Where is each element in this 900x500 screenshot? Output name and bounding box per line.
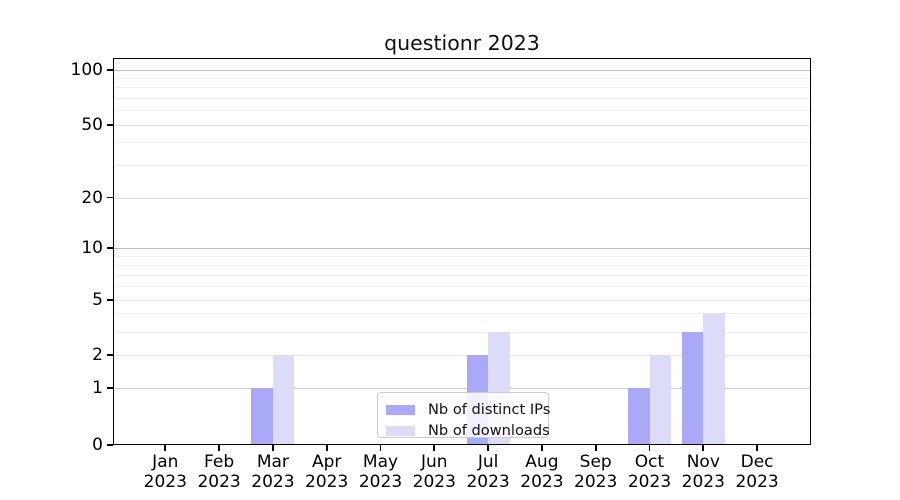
legend: Nb of distinct IPs Nb of downloads [377, 392, 550, 441]
legend-swatch [386, 425, 415, 436]
x-tick-label-jan: Jan 2023 [143, 452, 187, 492]
x-tick-mark [756, 445, 758, 451]
bar-mar-downloads [272, 355, 295, 445]
gridline-minor [113, 109, 811, 111]
y-tick-label-0: 0 [92, 435, 103, 455]
x-tick-mark [218, 445, 220, 451]
x-tick-mark [433, 445, 436, 451]
x-tick-mark [164, 445, 167, 451]
gridline-y2 [113, 355, 811, 357]
x-tick-mark [272, 445, 274, 451]
x-tick-mark [648, 445, 651, 451]
gridline-y1 [113, 388, 811, 390]
y-tick-label-10: 10 [81, 238, 103, 259]
x-tick-label-feb: Feb 2023 [197, 452, 241, 492]
x-tick-mark [487, 445, 489, 451]
legend-item-downloads: Nb of downloads [386, 420, 550, 441]
gridline-minor [113, 331, 811, 333]
bar-nov-downloads [703, 313, 725, 445]
x-tick-mark [594, 445, 597, 451]
gridline-y100 [113, 69, 811, 71]
gridline-minor [113, 286, 811, 288]
x-tick-label-mar: Mar 2023 [251, 452, 295, 492]
legend-label: Nb of downloads [428, 422, 550, 439]
x-tick-label-may: May 2023 [358, 452, 403, 492]
x-tick-mark [325, 445, 328, 451]
gridline-minor [113, 78, 811, 80]
x-tick-label-jul: Jul 2023 [466, 452, 510, 492]
y-tick-mark [107, 68, 113, 71]
y-tick-label-50: 50 [81, 114, 103, 135]
gridline-y5 [113, 299, 811, 301]
x-tick-label-aug: Aug 2023 [520, 452, 564, 492]
y-tick-label-2: 2 [92, 345, 103, 366]
chart-title: questionr 2023 [384, 31, 540, 55]
x-tick-label-nov: Nov 2023 [681, 452, 725, 492]
gridline-minor [113, 255, 811, 257]
x-tick-label-sep: Sep 2023 [574, 452, 618, 492]
y-tick-mark [107, 247, 113, 249]
y-tick-mark [107, 387, 113, 390]
gridline-minor [113, 142, 811, 144]
x-tick-label-apr: Apr 2023 [305, 452, 349, 492]
x-tick-mark [541, 445, 543, 451]
y-tick-mark [107, 123, 113, 126]
bar-mar-distinct-ips [251, 388, 273, 445]
bar-oct-distinct-ips [628, 388, 650, 445]
x-tick-label-jun: Jun 2023 [412, 452, 456, 492]
y-tick-label-20: 20 [81, 187, 103, 208]
y-tick-mark [107, 354, 113, 357]
x-tick-mark [702, 445, 705, 451]
x-tick-label-oct: Oct 2023 [627, 452, 672, 492]
gridline-y10 [113, 248, 811, 250]
y-tick-label-100: 100 [70, 59, 103, 80]
gridline-y20 [113, 197, 811, 199]
y-tick-label-5: 5 [92, 289, 103, 310]
y-tick-mark [107, 196, 113, 199]
legend-label: Nb of distinct IPs [428, 401, 551, 418]
gridline-minor [113, 164, 811, 166]
bar-nov-distinct-ips [681, 331, 704, 445]
y-tick-label-1: 1 [92, 378, 103, 399]
gridline-minor [113, 274, 811, 276]
gridline-y50 [113, 124, 811, 126]
bar-oct-downloads [649, 355, 671, 445]
gridline-minor [113, 87, 811, 89]
x-tick-mark [379, 445, 382, 451]
legend-swatch [386, 404, 415, 415]
y-tick-mark [107, 298, 113, 301]
gridline-minor [113, 264, 811, 266]
x-tick-label-dec: Dec 2023 [735, 452, 779, 492]
gridline-minor [113, 97, 811, 99]
legend-item-distinct-ips: Nb of distinct IPs [386, 399, 550, 420]
plot-area [113, 58, 811, 445]
gridline-minor [113, 313, 811, 315]
y-tick-mark [107, 444, 113, 446]
